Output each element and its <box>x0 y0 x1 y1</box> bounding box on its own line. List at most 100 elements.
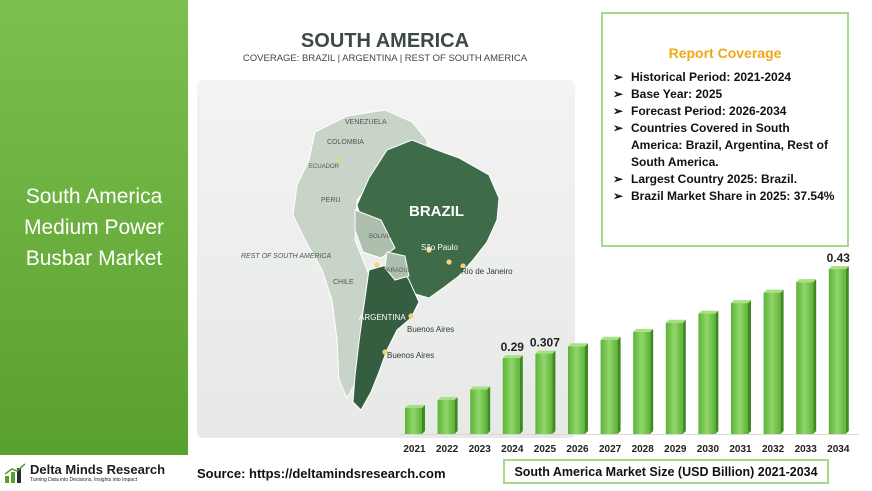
label-buenos-aires-1: Buenos Aires <box>407 325 454 334</box>
coverage-item: ➢ Historical Period: 2021-2024 <box>611 69 839 86</box>
south-america-map: VENEZUELA COLOMBIA ECUADOR PERU BOLIVIA … <box>241 109 513 411</box>
x-tick-label: 2021 <box>403 444 426 455</box>
bar-top <box>796 279 817 283</box>
label-ecuador: ECUADOR <box>309 164 340 170</box>
bar-top <box>437 396 458 400</box>
bar-2021 <box>405 407 422 434</box>
bar-top <box>828 266 849 270</box>
report-title: South America Medium Power Busbar Market <box>23 185 165 270</box>
map-title: SOUTH AMERICA <box>300 30 470 52</box>
bar-side <box>487 386 491 434</box>
city-dot <box>382 349 388 355</box>
bar-top <box>763 289 784 293</box>
bar-top <box>665 319 686 323</box>
x-tick-label: 2024 <box>501 444 524 455</box>
coverage-item: ➢ Base Year: 2025 <box>611 86 839 103</box>
bar-2023 <box>470 389 488 434</box>
coverage-list: ➢ Historical Period: 2021-2024 ➢ Base Year… <box>611 69 839 205</box>
bar-2026 <box>568 346 585 434</box>
bar-2034 <box>828 269 846 434</box>
map-paraguay <box>384 251 410 281</box>
data-label: 0.43 <box>827 251 851 265</box>
bar-side <box>617 336 621 434</box>
company-logo: Delta Minds Research Turning Data into D… <box>0 455 188 491</box>
arrow-bullet-icon: ➢ <box>613 87 624 101</box>
market-size-bar-chart: 2021 2022 2023 2024 0.29 2025 0.307 2026 2027 202… <box>399 251 859 455</box>
x-tick-label: 2030 <box>697 444 720 455</box>
bar-2031 <box>731 303 748 434</box>
bar-2032 <box>763 292 781 434</box>
bar-side <box>748 300 751 434</box>
company-name: Delta Minds Research <box>30 461 166 477</box>
bar-top <box>568 343 588 347</box>
label-chile: CHILE <box>333 279 354 286</box>
bar-top <box>470 386 491 390</box>
bar-side <box>650 328 654 434</box>
city-dot <box>408 313 414 319</box>
bar-2027 <box>600 339 618 434</box>
bar-side <box>454 396 458 434</box>
label-bolivia: BOLIVIA <box>369 234 392 240</box>
coverage-item-text: Forecast Period: 2026-2034 <box>631 104 787 118</box>
arrow-bullet-icon: ➢ <box>613 172 624 186</box>
x-tick-label: 2022 <box>436 444 459 455</box>
x-tick-label: 2028 <box>632 444 655 455</box>
city-dot <box>460 263 466 269</box>
bar-top <box>502 355 523 359</box>
source-text: Source: https://deltamindsresearch.com <box>197 466 446 481</box>
x-tick-label: 2023 <box>469 444 492 455</box>
bar-side <box>519 355 523 434</box>
coverage-item: ➢ Forecast Period: 2026-2034 <box>611 103 839 120</box>
data-label: 0.307 <box>530 336 560 350</box>
city-dot <box>374 262 380 268</box>
label-paraguay: PARAGUAY <box>383 268 415 274</box>
label-brazil: BRAZIL <box>409 203 464 220</box>
bar-side <box>552 350 556 434</box>
report-coverage-box: Report Coverage ➢ Historical Period: 2021… <box>601 12 849 247</box>
label-argentina: ARGENTINA <box>359 313 406 322</box>
bar-2030 <box>698 313 716 434</box>
data-label: 0.29 <box>501 340 525 354</box>
bar-chart-logo-icon <box>4 463 26 483</box>
map-subtitle: COVERAGE: BRAZIL | ARGENTINA | REST OF S… <box>242 53 528 64</box>
left-title-panel: South America Medium Power Busbar Market <box>0 0 188 455</box>
label-rest-of-south-america: REST OF SOUTH AMERICA <box>241 253 332 260</box>
bar-side <box>422 404 425 434</box>
x-tick-label: 2029 <box>664 444 687 455</box>
x-tick-label: 2032 <box>762 444 785 455</box>
bar-side <box>682 319 686 434</box>
arrow-bullet-icon: ➢ <box>613 70 624 84</box>
bar-top <box>633 328 654 332</box>
company-tagline: Turning Data into Decisions, Insights in… <box>30 476 138 483</box>
bar-2033 <box>796 282 814 434</box>
label-sao-paulo: São Paulo <box>421 243 458 252</box>
coverage-item-text: Brazil Market Share in 2025: 37.54% <box>631 189 835 203</box>
coverage-item: ➢ Countries Covered in South America: Bra… <box>611 120 839 171</box>
city-dot <box>426 247 432 253</box>
bar-top <box>698 310 719 314</box>
chart-caption: South America Market Size (USD Billion) … <box>503 459 829 484</box>
x-tick-label: 2031 <box>729 444 752 455</box>
city-dot <box>446 259 452 265</box>
label-buenos-aires-2: Buenos Aires <box>387 351 434 360</box>
x-tick-label: 2033 <box>795 444 818 455</box>
coverage-item-text: Base Year: 2025 <box>631 87 723 101</box>
arrow-bullet-icon: ➢ <box>613 189 624 203</box>
map-bolivia <box>354 209 396 259</box>
bar-2022 <box>437 399 455 434</box>
coverage-item-text: Historical Period: 2021-2024 <box>631 70 792 84</box>
x-tick-label: 2027 <box>599 444 622 455</box>
coverage-heading: Report Coverage <box>668 45 782 61</box>
bar-side <box>813 279 817 434</box>
label-colombia: COLOMBIA <box>327 139 364 146</box>
coverage-item-text: Largest Country 2025: Brazil. <box>631 172 798 186</box>
label-peru: PERU <box>321 197 340 204</box>
bar-side <box>845 266 849 434</box>
map-argentina <box>352 261 420 411</box>
x-tick-label: 2025 <box>534 444 557 455</box>
coverage-item-text: Countries Covered in South America: Braz… <box>631 121 828 169</box>
bar-side <box>780 289 784 434</box>
bar-2024 <box>502 358 520 434</box>
bar-top <box>405 404 425 408</box>
label-venezuela: VENEZUELA <box>345 119 387 126</box>
